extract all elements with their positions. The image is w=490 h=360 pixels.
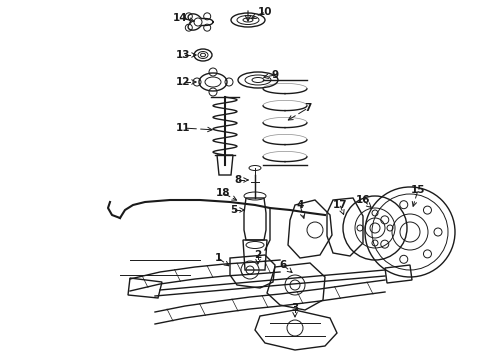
Text: 17: 17 bbox=[333, 200, 347, 210]
Text: 12: 12 bbox=[176, 77, 190, 87]
Text: 6: 6 bbox=[279, 260, 287, 270]
Text: 3: 3 bbox=[292, 303, 298, 313]
Text: 11: 11 bbox=[176, 123, 190, 133]
Text: 15: 15 bbox=[411, 185, 425, 195]
Text: 8: 8 bbox=[234, 175, 242, 185]
Text: 13: 13 bbox=[176, 50, 190, 60]
Text: 1: 1 bbox=[215, 253, 221, 263]
Text: 7: 7 bbox=[304, 103, 312, 113]
Text: 2: 2 bbox=[254, 250, 262, 260]
Text: 10: 10 bbox=[258, 7, 272, 17]
Text: 5: 5 bbox=[230, 205, 238, 215]
Text: 18: 18 bbox=[216, 188, 230, 198]
Text: 4: 4 bbox=[296, 200, 304, 210]
Text: 9: 9 bbox=[271, 70, 278, 80]
Text: 14: 14 bbox=[172, 13, 187, 23]
Text: 16: 16 bbox=[356, 195, 370, 205]
